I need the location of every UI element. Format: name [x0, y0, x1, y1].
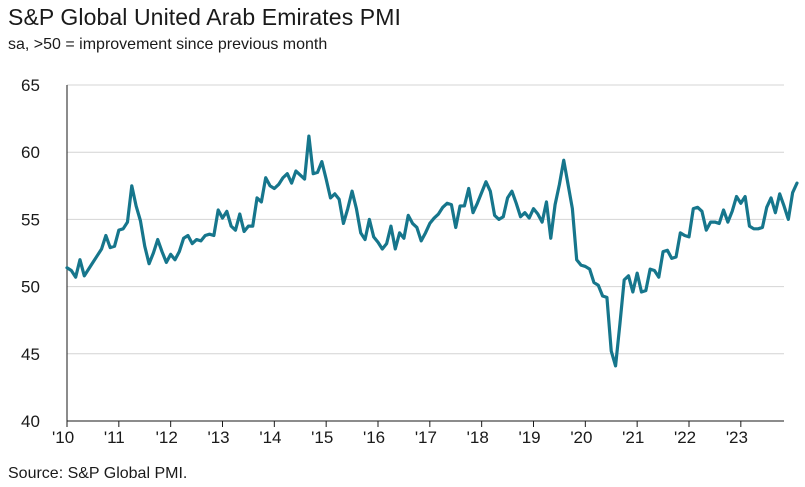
x-tick-label: '23: [726, 428, 748, 447]
x-tick-label: '21: [622, 428, 644, 447]
chart-subtitle: sa, >50 = improvement since previous mon…: [8, 36, 328, 53]
chart-title: S&P Global United Arab Emirates PMI: [8, 4, 401, 30]
x-tick-label: '20: [570, 428, 592, 447]
source-note: Source: S&P Global PMI.: [8, 465, 188, 482]
x-tick-label: '17: [415, 428, 437, 447]
x-tick-label: '18: [467, 428, 489, 447]
y-tick-label: 60: [21, 143, 40, 162]
x-tick-label: '13: [207, 428, 229, 447]
x-tick-label: '14: [259, 428, 281, 447]
y-tick-label: 45: [21, 345, 40, 364]
y-tick-label: 65: [21, 76, 40, 95]
y-tick-label: 55: [21, 210, 40, 229]
x-tick-label: '12: [156, 428, 178, 447]
x-tick-label: '10: [52, 428, 74, 447]
x-tick-label: '22: [674, 428, 696, 447]
series-line-0: [65, 134, 799, 368]
x-tick-label: '19: [518, 428, 540, 447]
x-tick-label: '11: [104, 428, 125, 447]
y-tick-label: 40: [21, 412, 40, 431]
x-tick-label: '16: [363, 428, 385, 447]
x-tick-label: '15: [311, 428, 333, 447]
y-tick-label: 50: [21, 278, 40, 297]
